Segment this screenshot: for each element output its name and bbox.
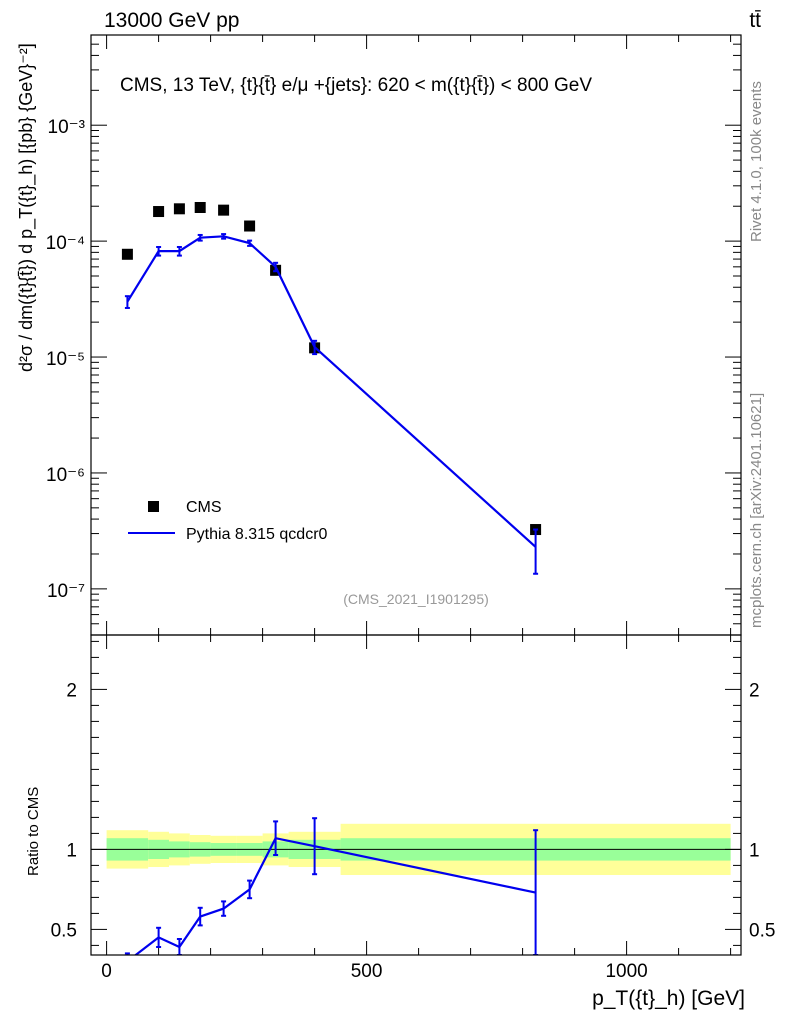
side-label-rivet: Rivet 4.1.0, 100k events [748, 81, 765, 242]
main-y-tick-label: 10⁻⁴ [46, 233, 85, 254]
legend-marker-cms [148, 501, 159, 512]
x-tick-label: 500 [351, 961, 383, 982]
main-y-tick-label: 10⁻⁶ [46, 465, 85, 486]
legend-label-pythia: Pythia 8.315 qcdcr0 [186, 526, 328, 543]
ratio-y-tick-label-right: 1 [749, 840, 760, 861]
cms-data-point [194, 201, 206, 213]
side-label-mcplots: mcplots.cern.ch [arXiv:2401.10621] [748, 393, 765, 628]
x-axis-label: p_T({t}_h) [GeV] [592, 987, 745, 1010]
cms-data-point [121, 248, 133, 260]
ratio-series-group [124, 817, 539, 955]
ratio-panel-layer [124, 817, 539, 955]
main-y-tick-label: 10⁻⁷ [47, 581, 85, 602]
x-tick-label: 0 [101, 961, 112, 982]
cms-data-point [218, 204, 230, 216]
ratio-y-tick-label-right: 2 [749, 680, 760, 701]
cms-data-point [173, 203, 185, 215]
cms-data-point [153, 206, 165, 218]
header-right: tt̄ [749, 9, 761, 32]
main-y-tick-label: 10⁻³ [48, 117, 86, 138]
main-y-axis-label: d²σ / dm({t}{t̄}) d p_T({t}_h) [{pb} {Ge… [16, 43, 37, 372]
main-frame [90, 34, 742, 636]
legend-label-cms: CMS [186, 499, 222, 516]
ratio-y-tick-label-left: 0.5 [51, 920, 77, 941]
ratio-y-axis-label: Ratio to CMS [25, 787, 42, 876]
main-y-tick-label: 10⁻⁵ [46, 349, 85, 370]
ratio-y-tick-label-right: 0.5 [749, 920, 775, 941]
analysis-watermark: (CMS_2021_I1901295) [343, 591, 489, 607]
cms-data-point [244, 220, 256, 232]
x-tick-label: 1000 [605, 961, 647, 982]
header-left: 13000 GeV pp [104, 9, 239, 32]
main-panel-layer [121, 201, 542, 575]
ratio-y-tick-label-left: 2 [66, 680, 77, 701]
main-title: CMS, 13 TeV, {t}{t̄} e/μ +{jets}: 620 < … [120, 75, 592, 96]
ratio-y-tick-label-left: 1 [66, 840, 77, 861]
axes-layer: 10⁻⁷ 10⁻⁶ 10⁻⁵ 10⁻⁴ 10⁻³ 0 500 1000 0.5 0.5 1 1 2 2 [46, 34, 775, 982]
ratio-frame [90, 634, 742, 956]
